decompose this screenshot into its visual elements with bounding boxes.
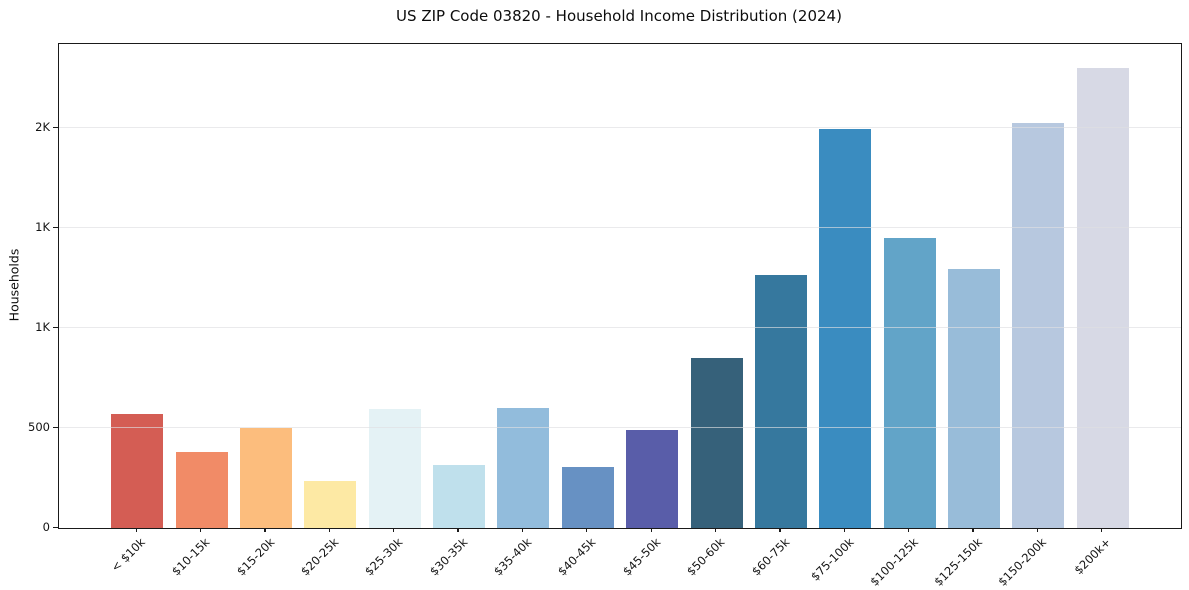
x-tick-label: $20-25k xyxy=(297,535,342,579)
bar-$60-75k xyxy=(754,275,807,528)
bar-$45-50k xyxy=(626,430,679,528)
x-tick-label: $15-20k xyxy=(233,535,277,579)
y-tick-label: 1K xyxy=(35,220,50,234)
x-tick-mark xyxy=(972,527,974,532)
gridline-1500 xyxy=(59,227,1181,228)
bar-$125-150k xyxy=(948,269,1000,528)
x-tick-label: $60-75k xyxy=(748,535,792,579)
x-tick-mark xyxy=(779,527,781,532)
chart-title: US ZIP Code 03820 - Household Income Dis… xyxy=(396,7,842,25)
y-tick-label: 2K xyxy=(35,120,50,134)
bar-$40-45k xyxy=(561,467,614,528)
bar-$200k+ xyxy=(1076,68,1129,528)
x-tick-mark xyxy=(135,527,137,532)
x-tick-mark xyxy=(264,527,266,532)
x-tick-label: $40-45k xyxy=(555,535,599,579)
x-tick-label: $10-15k xyxy=(169,535,213,579)
y-tick-mark xyxy=(53,327,58,329)
y-tick-mark xyxy=(53,527,58,529)
gridline-1000 xyxy=(59,327,1181,328)
x-tick-mark xyxy=(457,527,459,532)
x-tick-label: < $10k xyxy=(108,535,149,575)
x-tick-mark xyxy=(1036,527,1038,532)
y-tick-label: 1K xyxy=(35,320,50,334)
x-tick-mark xyxy=(521,527,524,532)
x-tick-mark xyxy=(908,527,910,532)
bar-$20-25k xyxy=(304,481,357,528)
bar-$35-40k xyxy=(497,408,550,528)
bar-$25-30k xyxy=(368,409,421,528)
y-tick-mark xyxy=(53,427,58,429)
bar-$75-100k xyxy=(819,129,872,528)
x-tick-mark xyxy=(714,527,717,532)
bar-$10-15k xyxy=(175,452,228,528)
x-tick-label: $25-30k xyxy=(362,535,406,579)
bar-$15-20k xyxy=(240,428,292,528)
y-axis-label: Households xyxy=(6,248,22,322)
y-tick-mark xyxy=(53,127,58,129)
x-tick-mark xyxy=(328,527,330,532)
x-tick-label: $100-125k xyxy=(866,535,921,589)
x-tick-label: $75-100k xyxy=(807,535,857,584)
bar-$100-125k xyxy=(883,238,936,528)
x-tick-mark xyxy=(650,527,652,532)
bar-$150-200k xyxy=(1012,123,1065,528)
x-tick-mark xyxy=(843,527,845,532)
y-tick-label: 500 xyxy=(28,420,50,434)
x-tick-label: $30-35k xyxy=(426,535,470,579)
bar-$30-35k xyxy=(433,465,486,528)
x-tick-mark xyxy=(1101,527,1103,532)
x-tick-label: $45-50k xyxy=(619,535,664,579)
plot-area xyxy=(58,43,1182,529)
y-tick-label: 0 xyxy=(42,520,50,534)
gridline-2000 xyxy=(59,127,1181,128)
x-tick-mark xyxy=(200,527,202,532)
x-tick-label: $35-40k xyxy=(490,535,535,579)
bar-< $10k xyxy=(111,414,164,528)
x-tick-label: $50-60k xyxy=(684,535,728,579)
x-tick-mark xyxy=(393,527,395,532)
x-tick-label: $200k+ xyxy=(1071,535,1114,578)
gridline-500 xyxy=(59,427,1181,428)
y-tick-mark xyxy=(53,227,58,229)
x-tick-label: $150-200k xyxy=(995,535,1050,589)
bar-$50-60k xyxy=(690,358,743,528)
x-tick-mark xyxy=(586,527,588,532)
x-tick-label: $125-150k xyxy=(931,535,985,589)
